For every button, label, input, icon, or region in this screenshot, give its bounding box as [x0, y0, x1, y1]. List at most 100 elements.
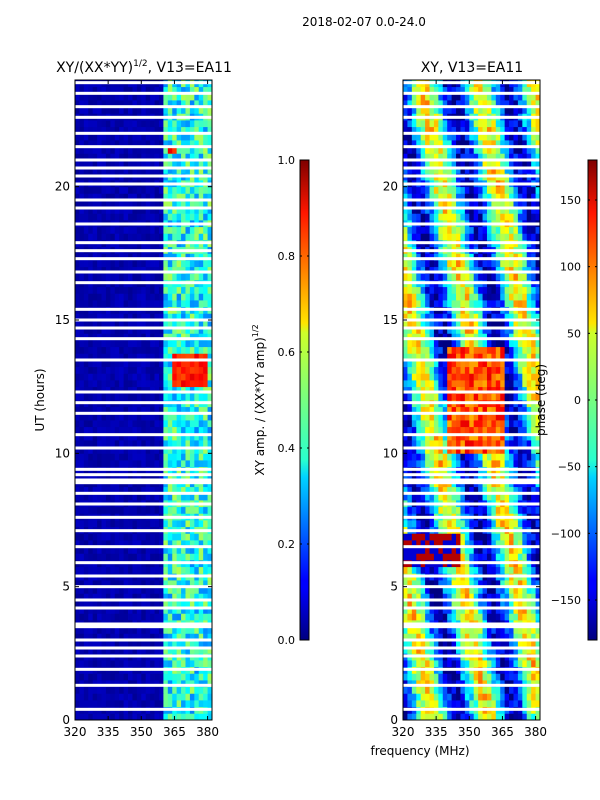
amp-cell	[150, 266, 155, 274]
amp-cell	[150, 606, 155, 614]
amp-cell	[167, 360, 173, 368]
phase-cell	[420, 433, 426, 441]
amp-cell	[163, 600, 169, 608]
amp-cell	[114, 386, 120, 394]
amp-cell	[119, 693, 125, 701]
amp-cell	[203, 626, 208, 634]
amp-colorbar-label: XY amp. / (XX*YY amp)1/2	[251, 324, 267, 475]
phase-cell	[416, 460, 422, 468]
amp-cell	[128, 440, 133, 448]
amp-cell	[128, 613, 133, 621]
amp-cell	[75, 440, 80, 448]
phase-cell	[416, 533, 422, 541]
amp-cell	[172, 613, 178, 621]
amp-cell	[79, 626, 85, 634]
phase-cell	[469, 486, 475, 494]
amp-cell	[207, 686, 213, 694]
amp-cell	[158, 266, 164, 274]
amp-cell	[167, 680, 173, 688]
phase-cell	[535, 506, 541, 514]
amp-cell	[88, 413, 94, 421]
amp-cell	[158, 333, 164, 341]
amp-cell	[101, 213, 107, 221]
amp-cell	[150, 200, 155, 208]
amp-cell	[167, 340, 173, 348]
phase-cell	[464, 426, 470, 434]
amp-cell	[79, 346, 85, 354]
amp-cell	[114, 486, 120, 494]
amp-cell	[181, 206, 186, 214]
phase-cell	[491, 673, 497, 681]
amp-cell	[198, 553, 204, 561]
amp-cell	[163, 153, 169, 161]
amp-cell	[101, 600, 107, 608]
phase-cell	[425, 680, 430, 688]
amp-cell	[181, 493, 186, 501]
phase-cell	[509, 593, 514, 601]
phase-cell	[473, 320, 479, 328]
amp-cell	[110, 426, 116, 434]
phase-cell	[491, 686, 497, 694]
amp-cell	[203, 493, 208, 501]
amp-cell	[198, 313, 204, 321]
amp-cell	[123, 106, 129, 114]
phase-cell	[403, 673, 408, 681]
amp-cell	[119, 613, 125, 621]
phase-cell	[526, 593, 532, 601]
phase-cell	[464, 673, 470, 681]
amp-cell	[176, 153, 182, 161]
amp-cell	[141, 406, 147, 414]
amp-cell	[150, 426, 155, 434]
amp-cell	[198, 160, 204, 168]
phase-cell	[433, 700, 439, 708]
phase-cell	[420, 713, 426, 721]
amp-cell	[150, 273, 155, 281]
amp-cell	[203, 506, 208, 514]
amp-cell	[189, 493, 195, 501]
amp-cell	[92, 200, 98, 208]
amp-cell	[132, 686, 138, 694]
amp-cell	[114, 460, 120, 468]
amp-cell	[150, 713, 155, 721]
amp-cell	[75, 533, 80, 541]
amp-cell	[119, 193, 125, 201]
amp-cell	[97, 593, 102, 601]
amp-cell	[83, 140, 89, 148]
amp-cell	[128, 380, 133, 388]
amp-cell	[88, 460, 94, 468]
amp-cell	[105, 540, 111, 548]
phase-cell	[526, 473, 532, 481]
amp-cell	[128, 106, 133, 114]
amp-cell	[114, 186, 120, 194]
amp-cell	[145, 553, 151, 561]
amp-cell	[203, 140, 208, 148]
amp-cell	[141, 166, 147, 174]
amp-cell	[97, 260, 102, 268]
phase-cell	[416, 333, 422, 341]
phase-cell	[500, 373, 506, 381]
amp-cell	[75, 473, 80, 481]
phase-cell	[433, 580, 439, 588]
amp-cell	[119, 686, 125, 694]
phase-cell	[403, 426, 408, 434]
amp-cell	[185, 340, 191, 348]
phase-cell	[500, 426, 506, 434]
amp-cell	[167, 426, 173, 434]
phase-cell	[486, 346, 492, 354]
phase-cell	[491, 633, 497, 641]
phase-cell	[482, 533, 488, 541]
phase-cell	[411, 440, 417, 448]
amp-cell	[136, 580, 142, 588]
phase-cell	[517, 553, 523, 561]
phase-cell	[416, 493, 422, 501]
amp-cell	[110, 320, 116, 328]
amp-cell	[101, 546, 107, 554]
amp-cell	[185, 393, 191, 401]
amp-cell	[203, 533, 208, 541]
phase-cell	[411, 520, 417, 528]
amp-cell	[198, 646, 204, 654]
amp-cell	[194, 593, 200, 601]
amp-cell	[167, 266, 173, 274]
phase-cell	[433, 566, 439, 574]
